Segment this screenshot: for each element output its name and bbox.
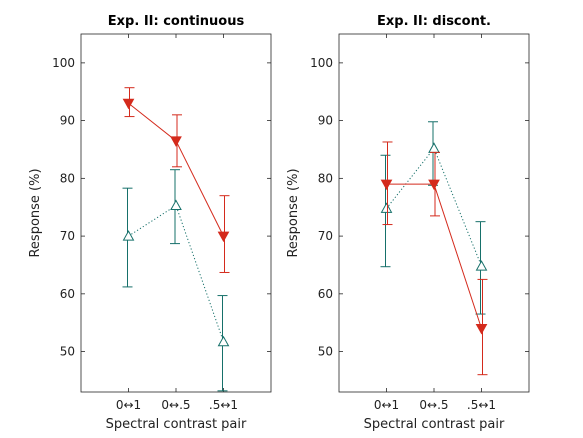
x-axis-label: Spectral contrast pair	[364, 417, 505, 432]
chart-panel-2: 50 60 70 80 90 100 0↔1 0↔.5 .5↔1 Exp. II: discont…	[286, 14, 530, 432]
series-line	[386, 147, 482, 267]
series-2	[122, 169, 230, 392]
y-tick-label: 70	[60, 229, 75, 243]
data-point-marker	[380, 179, 393, 191]
x-tick-label: 0↔1	[116, 398, 141, 412]
y-tick-label: 90	[60, 114, 75, 128]
y-tick-label: 50	[318, 345, 333, 359]
chart-title: Exp. II: continuous	[108, 14, 245, 29]
plot-frame	[80, 33, 272, 393]
x-tick-label: .5↔1	[467, 398, 496, 412]
y-tick-label: 100	[310, 56, 333, 70]
data-point-marker	[122, 98, 135, 110]
data-point-marker	[170, 136, 182, 147]
y-axis-label: Response (%)	[286, 168, 301, 257]
x-tick-label: .5↔1	[209, 398, 238, 412]
y-tick-label: 80	[318, 171, 333, 185]
x-tick-label: 0↔1	[374, 398, 399, 412]
chart-title: Exp. II: discont.	[377, 14, 491, 29]
y-axis-label: Response (%)	[28, 168, 43, 257]
x-tick-label: 0↔.5	[161, 398, 190, 412]
data-point-marker	[380, 202, 393, 213]
data-point-marker	[428, 142, 440, 153]
y-tick-label: 80	[60, 171, 75, 185]
data-point-marker	[170, 199, 182, 210]
y-tick-label: 60	[318, 287, 333, 301]
data-point-marker	[428, 179, 440, 191]
plot-frame	[338, 33, 530, 393]
data-point-marker	[475, 260, 488, 271]
data-point-marker	[122, 230, 135, 241]
y-tick-label: 50	[60, 345, 75, 359]
data-point-marker	[217, 231, 230, 243]
series-line	[128, 204, 224, 342]
series-1	[122, 87, 230, 273]
data-point-marker	[217, 335, 230, 347]
x-axis-label: Spectral contrast pair	[106, 417, 247, 432]
series-line	[386, 183, 482, 329]
y-tick-label: 90	[318, 114, 333, 128]
series-1	[380, 141, 488, 376]
series-2	[380, 121, 488, 315]
y-tick-label: 100	[52, 56, 75, 70]
chart-panel-1: 50 60 70 80 90 100 0↔1 0↔.5 .5↔1 Exp. II: continu…	[28, 14, 272, 432]
data-point-marker	[475, 323, 488, 335]
y-tick-label: 70	[318, 229, 333, 243]
x-tick-label: 0↔.5	[419, 398, 448, 412]
y-tick-label: 60	[60, 287, 75, 301]
